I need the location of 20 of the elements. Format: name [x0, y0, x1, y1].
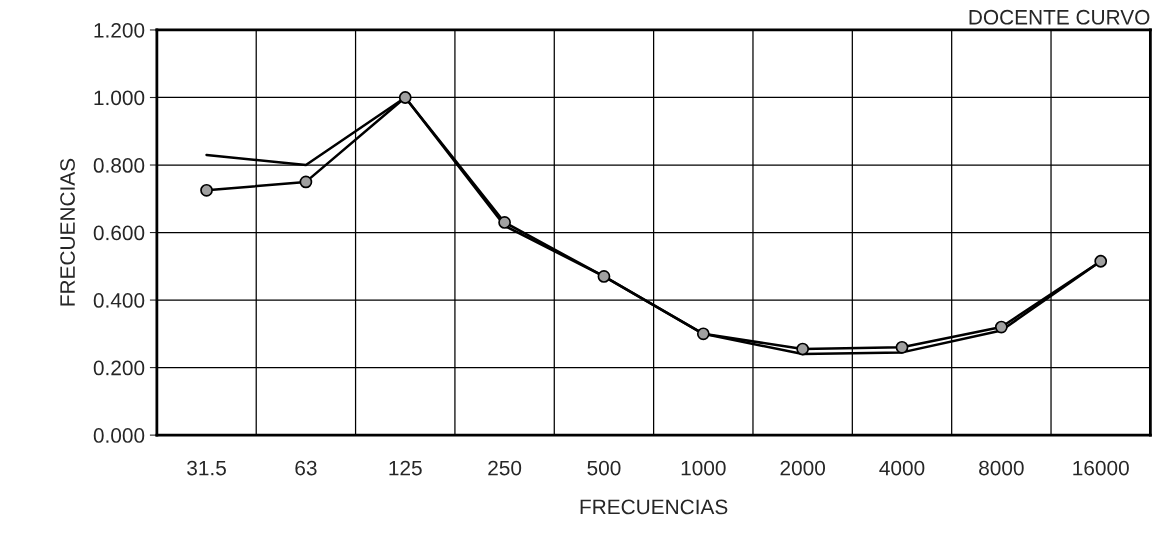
y-tick-label: 0.200	[93, 360, 145, 376]
y-tick-label: 1.000	[94, 90, 145, 106]
y-tick-label: 0.400	[93, 293, 145, 308]
x-axis-title: FRECUENCIAS	[580, 499, 728, 515]
y-tick-label: 0.800	[93, 158, 145, 173]
y-tick-label: 0.000	[93, 428, 145, 443]
x-tick-label: 8000	[979, 460, 1024, 476]
x-tick-label: 63	[295, 460, 317, 476]
x-tick-label: 250	[488, 460, 522, 476]
x-tick-label: 1000	[681, 460, 726, 476]
x-tick-label: 500	[587, 460, 621, 476]
x-tick-label: 16000	[1073, 460, 1129, 476]
x-tick-label: 31.5	[187, 460, 226, 476]
x-tick-label: 4000	[879, 460, 925, 476]
x-tick-label: 125	[389, 460, 422, 476]
y-tick-label: 0.600	[93, 225, 145, 241]
y-axis-title: FRECUENCIAS	[60, 158, 75, 306]
y-tick-label: 1.200	[94, 22, 145, 38]
x-tick-label: 2000	[780, 460, 826, 476]
chart-title: DOCENTE CURVO	[969, 9, 1150, 25]
